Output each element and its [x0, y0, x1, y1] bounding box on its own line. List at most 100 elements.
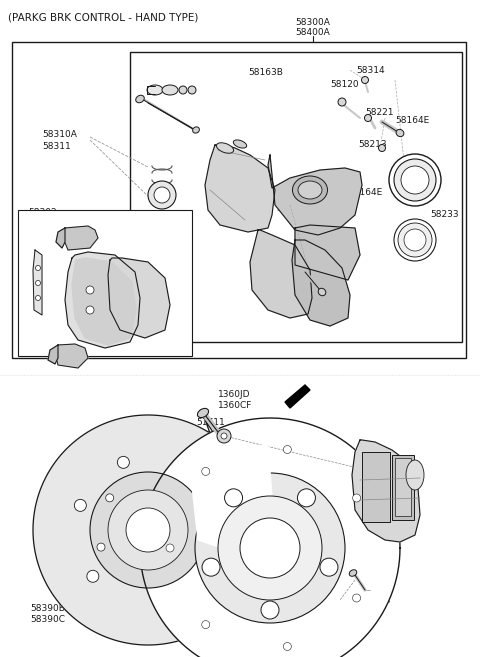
Ellipse shape	[364, 114, 372, 122]
Polygon shape	[48, 345, 58, 364]
Bar	[12, 42, 466, 358]
Circle shape	[202, 467, 210, 476]
Circle shape	[202, 621, 210, 629]
Circle shape	[195, 473, 345, 623]
Circle shape	[298, 489, 315, 507]
Text: 1360JD: 1360JD	[218, 390, 251, 399]
Circle shape	[218, 496, 322, 600]
Text: 58310A: 58310A	[42, 130, 77, 139]
Circle shape	[36, 265, 40, 271]
Text: 1220FS: 1220FS	[358, 596, 392, 605]
Ellipse shape	[361, 76, 369, 83]
Ellipse shape	[394, 219, 436, 261]
Polygon shape	[72, 258, 136, 345]
Text: 58300A: 58300A	[295, 18, 330, 27]
Text: 58232: 58232	[400, 158, 429, 167]
Circle shape	[148, 181, 176, 209]
Ellipse shape	[292, 176, 327, 204]
Text: 58244A: 58244A	[116, 238, 151, 247]
Polygon shape	[188, 445, 273, 560]
Ellipse shape	[396, 129, 404, 137]
Ellipse shape	[394, 159, 436, 201]
Ellipse shape	[379, 145, 385, 152]
Text: 58221: 58221	[365, 108, 394, 117]
Ellipse shape	[192, 127, 199, 133]
Circle shape	[36, 281, 40, 286]
Circle shape	[283, 643, 291, 650]
Ellipse shape	[406, 460, 424, 490]
Polygon shape	[205, 145, 275, 232]
Circle shape	[217, 429, 231, 443]
Text: 58222: 58222	[276, 204, 304, 213]
Text: 58163B: 58163B	[248, 68, 283, 77]
Polygon shape	[295, 225, 360, 280]
Circle shape	[74, 499, 86, 511]
Circle shape	[166, 544, 174, 552]
Text: 58390B: 58390B	[30, 604, 65, 613]
Ellipse shape	[404, 229, 426, 251]
Text: 58164E: 58164E	[348, 188, 382, 197]
Circle shape	[87, 570, 99, 582]
Ellipse shape	[389, 154, 441, 206]
Text: 58120: 58120	[330, 80, 359, 89]
Circle shape	[320, 558, 338, 576]
Circle shape	[106, 494, 114, 502]
Text: 58390C: 58390C	[30, 615, 65, 624]
Polygon shape	[65, 252, 140, 348]
Circle shape	[353, 594, 360, 602]
Polygon shape	[285, 385, 310, 408]
Ellipse shape	[401, 166, 429, 194]
Polygon shape	[352, 440, 420, 542]
Ellipse shape	[197, 409, 209, 418]
Polygon shape	[62, 226, 98, 250]
Circle shape	[126, 508, 170, 552]
Polygon shape	[33, 415, 262, 645]
Text: 58311: 58311	[42, 142, 71, 151]
Circle shape	[36, 296, 40, 300]
Circle shape	[202, 558, 220, 576]
Text: 58411D: 58411D	[228, 440, 264, 449]
Circle shape	[283, 445, 291, 453]
Polygon shape	[140, 418, 400, 657]
Text: 58314: 58314	[356, 66, 384, 75]
Circle shape	[86, 306, 94, 314]
Circle shape	[240, 518, 300, 578]
Text: 51711: 51711	[196, 418, 225, 427]
Circle shape	[90, 472, 206, 588]
Bar	[362, 452, 390, 522]
Polygon shape	[268, 155, 362, 235]
Polygon shape	[56, 228, 65, 248]
Ellipse shape	[188, 86, 196, 94]
Circle shape	[97, 543, 105, 551]
Ellipse shape	[338, 98, 346, 106]
Ellipse shape	[216, 143, 234, 153]
Bar	[395, 458, 411, 516]
Ellipse shape	[136, 95, 144, 102]
Circle shape	[353, 494, 360, 502]
Ellipse shape	[162, 85, 178, 95]
Circle shape	[86, 286, 94, 294]
Polygon shape	[108, 258, 170, 338]
Ellipse shape	[179, 86, 187, 94]
Ellipse shape	[147, 85, 163, 95]
Ellipse shape	[298, 181, 322, 199]
Circle shape	[154, 187, 170, 203]
Bar	[18, 210, 192, 356]
Bar	[392, 455, 414, 520]
Text: 58302: 58302	[28, 208, 57, 217]
Polygon shape	[33, 250, 42, 315]
Text: 58164E: 58164E	[395, 116, 429, 125]
Circle shape	[108, 490, 188, 570]
Circle shape	[261, 601, 279, 619]
Text: (PARKG BRK CONTROL - HAND TYPE): (PARKG BRK CONTROL - HAND TYPE)	[8, 12, 198, 22]
Polygon shape	[250, 230, 312, 318]
Text: 58233: 58233	[430, 210, 458, 219]
Circle shape	[221, 433, 227, 439]
Polygon shape	[55, 344, 88, 368]
Text: 58213: 58213	[358, 140, 386, 149]
Ellipse shape	[318, 288, 326, 296]
Text: 58400A: 58400A	[295, 28, 330, 37]
Ellipse shape	[233, 140, 247, 148]
Ellipse shape	[398, 223, 432, 257]
Bar	[130, 52, 462, 342]
